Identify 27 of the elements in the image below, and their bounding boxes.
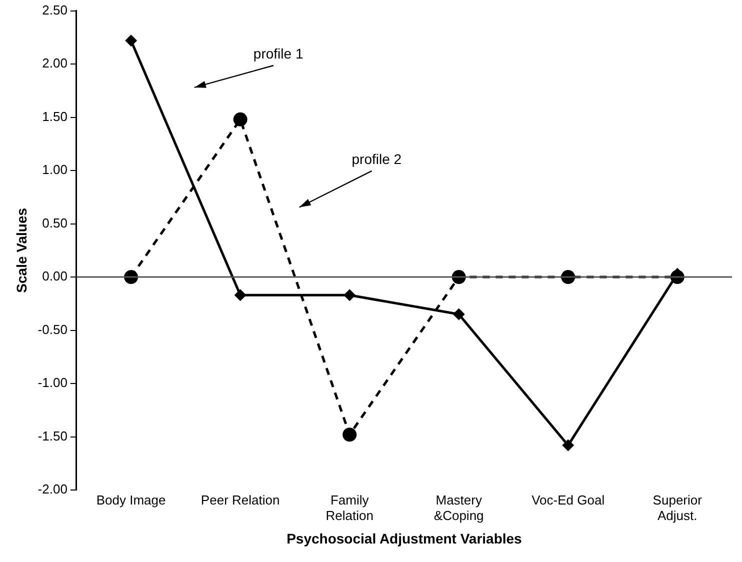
y-tick-label: -1.50	[38, 428, 68, 444]
x-tick-label: Superior Adjust.	[652, 492, 703, 523]
y-tick-label: 0.00	[42, 268, 68, 284]
point	[233, 112, 248, 126]
y-tick-label: 0.50	[42, 215, 68, 230]
x-tick-label: Body Image	[96, 492, 166, 508]
y-tick-label: -2.00	[38, 482, 68, 497]
x-axis-title: Psychosocial Adjustment Variables	[286, 530, 522, 546]
point	[342, 428, 357, 442]
point	[452, 308, 465, 320]
point	[234, 289, 246, 302]
point	[344, 289, 356, 302]
annotation: profile 1	[253, 45, 304, 62]
y-tick-label: -1.00	[38, 375, 68, 390]
point	[562, 439, 574, 452]
y-tick-label: 2.00	[42, 56, 68, 71]
x-tick-label: Mastery &Coping	[434, 492, 484, 523]
y-tick-label: 1.00	[42, 162, 68, 178]
annotation: profile 2	[352, 150, 402, 167]
y-axis-title: Scale Values	[13, 208, 30, 293]
x-tick-label: Peer Relation	[200, 492, 280, 508]
y-tick-label: 2.50	[42, 2, 68, 18]
y-tick-label: 1.50	[42, 108, 68, 124]
x-tick-label: Family Relation	[326, 492, 374, 523]
point	[125, 34, 138, 47]
y-tick-label: -0.50	[38, 322, 68, 337]
x-tick-label: Voc-Ed Goal	[532, 492, 605, 508]
